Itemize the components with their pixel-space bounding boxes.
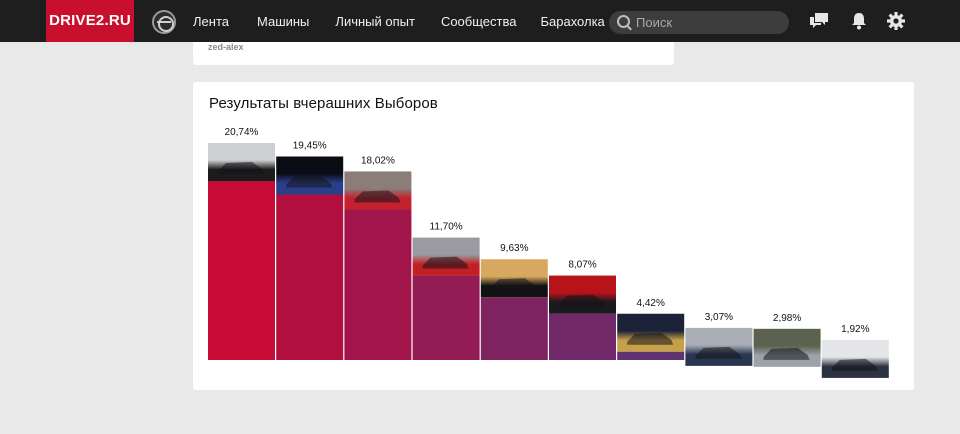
nav-experience[interactable]: Личный опыт — [335, 14, 415, 29]
chart-bar-group[interactable]: 8,07% — [549, 260, 616, 360]
car-photo[interactable] — [549, 275, 616, 314]
poll-title: Результаты вчерашних Выборов — [209, 95, 438, 112]
bar-value-label: 8,07% — [568, 260, 596, 271]
car-silhouette — [763, 347, 810, 360]
bar-value-label: 9,63% — [500, 243, 528, 254]
chart-bar-group[interactable]: 11,70% — [412, 222, 480, 360]
main-nav: Лента Машины Личный опыт Сообщества Бара… — [193, 0, 605, 42]
bar-value-label: 19,45% — [293, 140, 327, 151]
bar-value-label: 2,98% — [773, 313, 801, 324]
car-photo[interactable] — [753, 328, 821, 367]
chart-bar[interactable] — [412, 275, 480, 360]
chart-bar[interactable] — [208, 181, 275, 360]
car-silhouette — [286, 175, 333, 188]
car-silhouette — [218, 162, 264, 174]
car-photo[interactable] — [276, 156, 344, 195]
car-photo[interactable] — [208, 143, 275, 181]
car-silhouette — [354, 190, 401, 203]
gear-icon[interactable] — [885, 11, 907, 31]
site-logo[interactable]: DRIVE2.RU — [46, 0, 134, 42]
bar-value-label: 1,92% — [841, 324, 869, 335]
car-photo[interactable] — [412, 237, 480, 276]
chat-icon[interactable] — [808, 11, 830, 31]
search-box[interactable] — [609, 11, 789, 34]
car-photo[interactable] — [480, 259, 548, 298]
nav-cars[interactable]: Машины — [256, 14, 310, 29]
car-silhouette — [627, 332, 674, 345]
search-icon — [617, 15, 630, 28]
chart-bar-group[interactable]: 4,42% — [617, 298, 685, 360]
chart-bar-group[interactable]: 3,07% — [685, 312, 753, 366]
top-bar: DRIVE2.RU Лента Машины Личный опыт Сообщ… — [0, 0, 960, 42]
car-photo[interactable] — [685, 327, 753, 366]
chart-bar[interactable] — [549, 313, 616, 360]
chart-bar-group[interactable]: 1,92% — [821, 324, 889, 378]
chart-bar[interactable] — [276, 194, 344, 360]
author-username[interactable]: zed-alex — [208, 42, 244, 52]
bell-icon[interactable] — [848, 11, 870, 31]
chart-bar[interactable] — [480, 297, 548, 360]
car-silhouette — [422, 256, 469, 269]
chart-bar[interactable] — [617, 351, 685, 360]
bar-value-label: 4,42% — [637, 298, 665, 309]
chart-bar-group[interactable]: 19,45% — [276, 140, 344, 360]
nav-market[interactable]: Барахолка — [540, 14, 605, 29]
car-silhouette — [831, 358, 878, 371]
chart-bar-group[interactable]: 2,98% — [753, 313, 821, 367]
chart-bar[interactable] — [344, 209, 412, 360]
chart-bar-group[interactable]: 20,74% — [208, 127, 275, 360]
bar-value-label: 18,02% — [361, 155, 395, 166]
car-silhouette — [695, 346, 742, 359]
previous-post-card: zed-alex — [193, 42, 674, 65]
car-silhouette — [559, 294, 605, 307]
brand-emblem-icon[interactable] — [152, 10, 176, 34]
chart-bar-group[interactable]: 9,63% — [480, 243, 548, 360]
car-photo[interactable] — [344, 171, 412, 210]
poll-results-chart: 20,74% 19,45% 18,02% 11,70% 9,63% 8,07% 4,42% 3… — [208, 127, 889, 378]
nav-communities[interactable]: Сообщества — [440, 14, 517, 29]
bar-value-label: 11,70% — [430, 222, 463, 233]
car-photo[interactable] — [821, 339, 889, 378]
bar-value-label: 20,74% — [225, 127, 259, 138]
chart-bar-group[interactable]: 18,02% — [344, 155, 412, 360]
bar-value-label: 3,07% — [705, 312, 733, 323]
poll-results-card: Результаты вчерашних Выборов 20,74% 19,45… — [193, 82, 914, 390]
car-photo[interactable] — [617, 313, 685, 352]
nav-feed[interactable]: Лента — [193, 14, 229, 29]
car-silhouette — [490, 278, 537, 291]
search-input[interactable] — [636, 11, 786, 34]
